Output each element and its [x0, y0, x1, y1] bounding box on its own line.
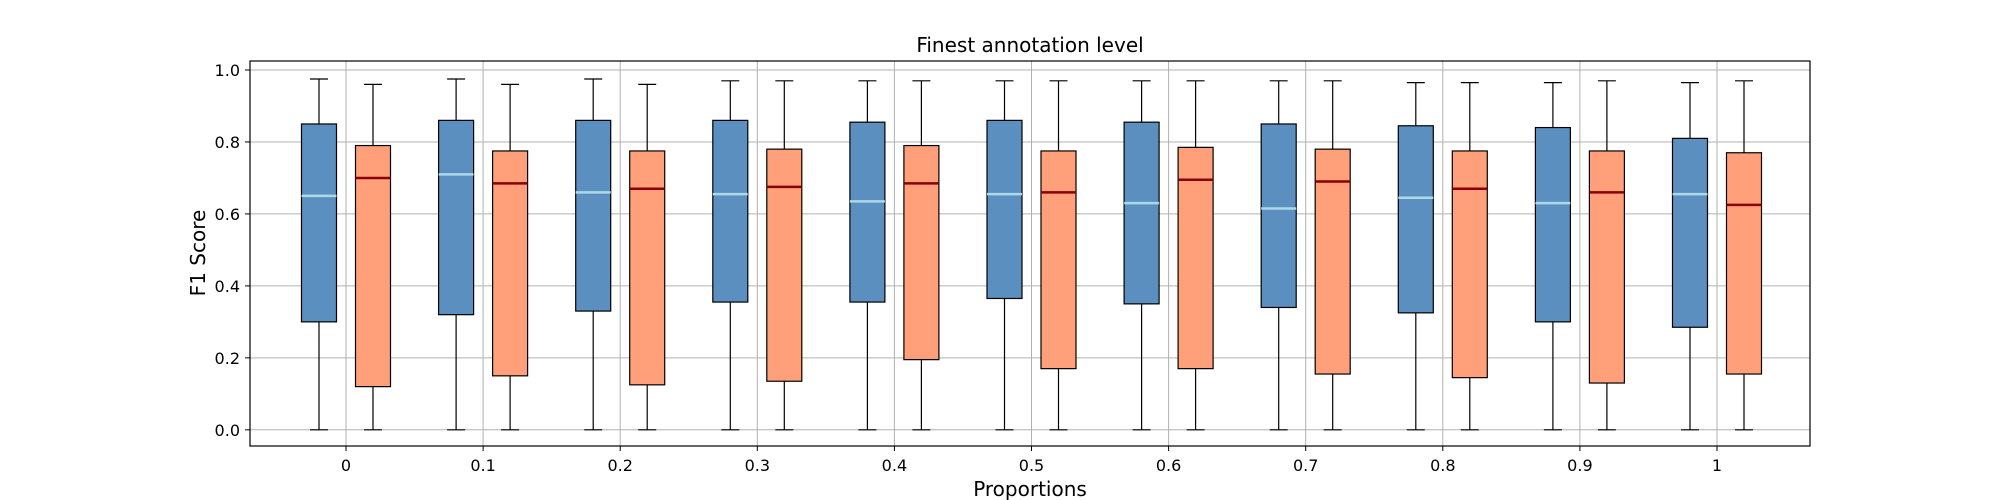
box-body: [575, 119, 612, 312]
box-plot-item: [712, 80, 749, 431]
x-tick-label: 0.6: [1156, 456, 1181, 475]
x-tick-label: 0.1: [470, 456, 495, 475]
box-plot-item: [1725, 80, 1763, 431]
x-tick-label: 0.7: [1293, 456, 1318, 475]
box-plot-item: [300, 78, 338, 431]
box-body: [766, 148, 803, 382]
box-plot-item: [1040, 80, 1077, 431]
box-plot-item: [903, 80, 940, 431]
box-series: [300, 78, 1763, 431]
box-plot-item: [1534, 81, 1572, 431]
x-tick-label: 0: [341, 456, 351, 475]
box-body: [1123, 121, 1160, 305]
y-axis-label: F1 Score: [186, 210, 210, 297]
y-tick-label: 0.8: [215, 133, 240, 152]
box-plot-item: [1177, 80, 1214, 431]
box-body: [1314, 148, 1351, 375]
box-plot-item: [492, 83, 529, 431]
y-tick-label: 0.4: [215, 277, 240, 296]
box-body: [712, 119, 749, 303]
box-body: [300, 123, 338, 323]
chart-title: Finest annotation level: [916, 33, 1143, 57]
x-tick-label: 0.5: [1019, 456, 1044, 475]
box-body: [1397, 125, 1434, 314]
box-plot-item: [1123, 80, 1160, 431]
box-plot-item: [1397, 81, 1434, 431]
x-axis-label: Proportions: [973, 477, 1087, 500]
box-plot-item: [766, 80, 803, 431]
y-tick-label: 0.6: [215, 205, 240, 224]
box-body: [438, 119, 475, 316]
y-tick-label: 0.2: [215, 349, 240, 368]
box-plot-item: [1451, 81, 1488, 431]
box-plot-item: [986, 80, 1023, 431]
y-axis-ticks: 0.0 0.2 0.4 0.6 0.8 1.0: [215, 61, 250, 440]
box-plot-item: [849, 80, 886, 431]
box-body: [986, 119, 1023, 300]
x-axis-ticks: 0 0.1 0.2 0.3 0.4 0.5 0.6 0.7 0.8 0.9 1: [341, 446, 1722, 475]
box-body: [354, 144, 392, 388]
box-plot-item: [438, 78, 475, 431]
x-tick-label: 1: [1712, 456, 1722, 475]
box-body: [1260, 123, 1297, 309]
box-body: [492, 150, 529, 377]
grid-lines: [250, 61, 1810, 446]
box-plot-item: [1671, 81, 1709, 431]
box-plot-item: [354, 83, 392, 431]
x-tick-label: 0.2: [607, 456, 632, 475]
box-body: [1177, 146, 1214, 370]
box-body: [1725, 152, 1763, 375]
box-body: [903, 144, 940, 361]
box-plot-item: [1588, 80, 1626, 431]
box-plot-item: [1314, 80, 1351, 431]
box-body: [629, 150, 666, 386]
box-plot-item: [629, 83, 666, 431]
box-body: [1588, 150, 1626, 384]
x-tick-label: 0.8: [1430, 456, 1455, 475]
plot-area-frame: [249, 60, 1811, 447]
y-tick-label: 1.0: [215, 61, 240, 80]
y-tick-label: 0.0: [215, 421, 240, 440]
box-body: [1451, 150, 1488, 379]
x-tick-label: 0.3: [745, 456, 770, 475]
x-tick-label: 0.9: [1567, 456, 1592, 475]
box-plot-item: [1260, 80, 1297, 431]
box-body: [1040, 150, 1077, 370]
box-body: [1671, 137, 1709, 328]
box-body: [1534, 126, 1572, 323]
box-plot-item: [575, 78, 612, 431]
box-body: [849, 121, 886, 303]
x-tick-label: 0.4: [882, 456, 907, 475]
